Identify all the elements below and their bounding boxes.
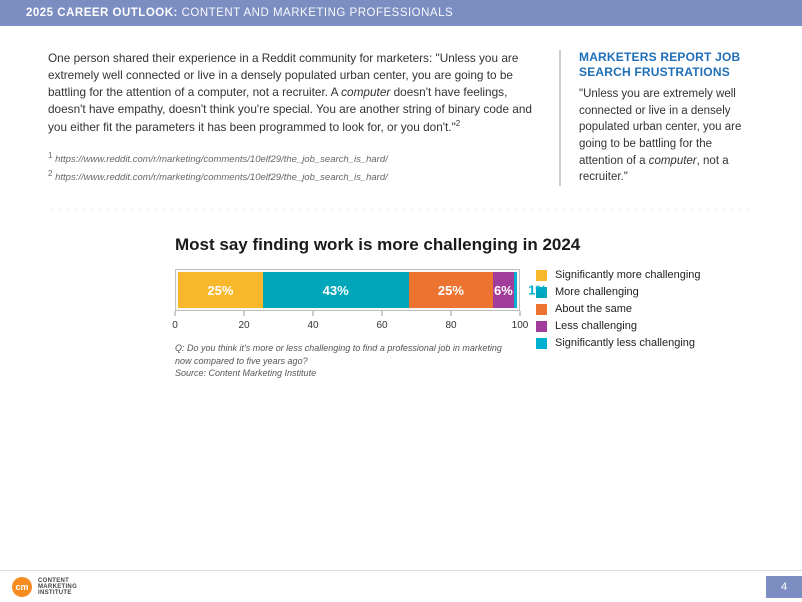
callout-column: MARKETERS REPORT JOB SEARCH FRUSTRATIONS… xyxy=(559,50,754,186)
legend-item: More challenging xyxy=(536,286,701,298)
reference-2: 2 https://www.reddit.com/r/marketing/com… xyxy=(48,168,537,185)
bar-segment: 6% xyxy=(493,272,513,308)
legend-label: About the same xyxy=(555,303,632,315)
legend-label: Less challenging xyxy=(555,320,637,332)
axis-tick-label: 100 xyxy=(512,320,529,331)
bar-segment-outside-label: 1% xyxy=(528,283,547,298)
legend-item: Significantly less challenging xyxy=(536,337,701,349)
x-axis: 020406080100 xyxy=(175,316,520,332)
bar-segment: 25% xyxy=(178,272,263,308)
callout-title: MARKETERS REPORT JOB SEARCH FRUSTRATIONS xyxy=(579,50,754,80)
body-text-column: One person shared their experience in a … xyxy=(48,50,537,186)
reference-1: 1 https://www.reddit.com/r/marketing/com… xyxy=(48,150,537,167)
chart-container: 25%43%25%6% 1% 020406080100 Q: Do you th… xyxy=(175,269,520,380)
header-title-bold: 2025 CAREER OUTLOOK: xyxy=(26,7,178,19)
bar-segment xyxy=(514,272,517,308)
legend-label: Significantly more challenging xyxy=(555,269,701,281)
chart-row: 25%43%25%6% 1% 020406080100 Q: Do you th… xyxy=(175,269,770,380)
page-header: 2025 CAREER OUTLOOK: CONTENT AND MARKETI… xyxy=(0,0,802,26)
content-columns: One person shared their experience in a … xyxy=(0,26,802,186)
axis-tick-label: 60 xyxy=(376,320,387,331)
logo-icon: cm xyxy=(12,577,32,597)
stacked-bar: 25%43%25%6% 1% xyxy=(175,269,520,311)
legend-item: About the same xyxy=(536,303,701,315)
axis-tick-label: 0 xyxy=(172,320,178,331)
page-number: 4 xyxy=(766,576,802,598)
axis-tick-label: 40 xyxy=(307,320,318,331)
legend-swatch xyxy=(536,304,547,315)
legend-label: Significantly less challenging xyxy=(555,337,695,349)
legend-label: More challenging xyxy=(555,286,639,298)
legend-item: Less challenging xyxy=(536,320,701,332)
legend-item: Significantly more challenging xyxy=(536,269,701,281)
callout-quote: "Unless you are extremely well connected… xyxy=(579,86,754,186)
axis-tick-label: 80 xyxy=(445,320,456,331)
legend-swatch xyxy=(536,270,547,281)
chart-section: Most say finding work is more challengin… xyxy=(0,211,770,380)
chart-legend: Significantly more challenging More chall… xyxy=(536,269,701,354)
bar-segment: 25% xyxy=(409,272,494,308)
body-paragraph: One person shared their experience in a … xyxy=(48,50,537,136)
logo-text: CONTENT MARKETING INSTITUTE xyxy=(38,578,77,596)
footer-logo: cm CONTENT MARKETING INSTITUTE xyxy=(12,577,77,597)
chart-title: Most say finding work is more challengin… xyxy=(175,235,770,255)
axis-tick-label: 20 xyxy=(238,320,249,331)
legend-swatch xyxy=(536,321,547,332)
bar-segment: 43% xyxy=(263,272,409,308)
chart-caption: Q: Do you think it's more or less challe… xyxy=(175,342,515,380)
page-footer: cm CONTENT MARKETING INSTITUTE 4 xyxy=(0,570,802,602)
header-title-light: CONTENT AND MARKETING PROFESSIONALS xyxy=(182,7,454,19)
references: 1 https://www.reddit.com/r/marketing/com… xyxy=(48,150,537,185)
legend-swatch xyxy=(536,338,547,349)
